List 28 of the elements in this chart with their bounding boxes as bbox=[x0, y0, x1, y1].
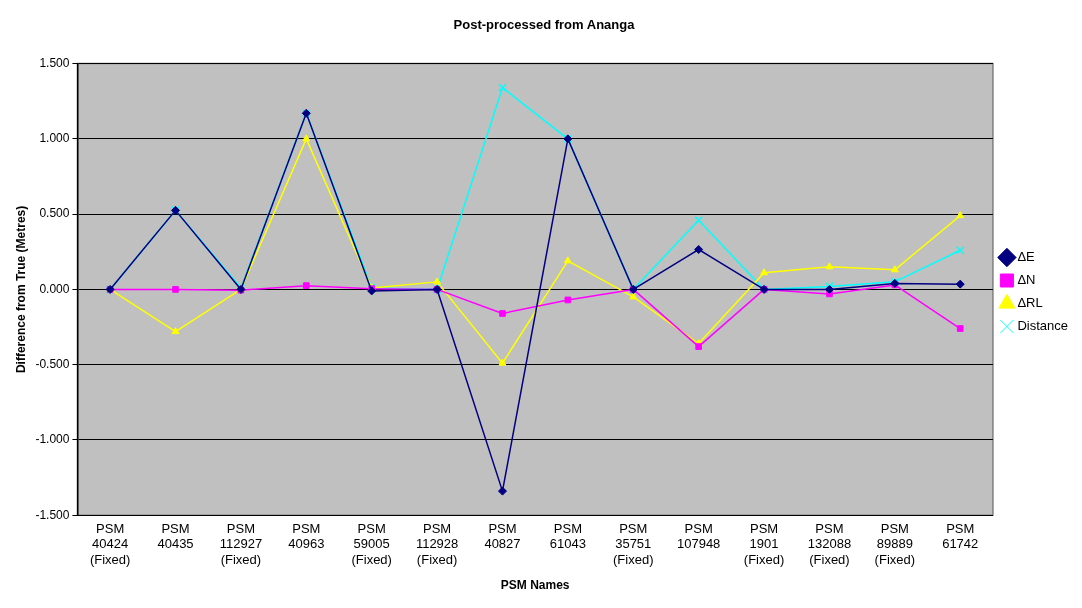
x-tick-label: PSM 35751 (Fixed) bbox=[613, 520, 654, 567]
x-tick-label: PSM 61742 bbox=[942, 520, 979, 552]
y-tick-label: -1.000 bbox=[35, 432, 70, 447]
x-tick-label: PSM 40827 bbox=[484, 520, 521, 552]
y-axis-title: Difference from True (Metres) bbox=[13, 205, 28, 374]
legend-label: ΔRL bbox=[1017, 295, 1043, 311]
x-tick-label: PSM 40963 bbox=[288, 520, 325, 552]
y-tick-label: 0.500 bbox=[39, 206, 70, 221]
chart-title: Post-processed from Ananga bbox=[453, 17, 636, 33]
x-axis-title: PSM Names bbox=[500, 578, 570, 593]
y-tick-label: 1.000 bbox=[39, 131, 70, 146]
legend-label: ΔE bbox=[1017, 249, 1036, 265]
y-tick-label: 1.500 bbox=[39, 55, 70, 70]
x-tick-label: PSM 40435 bbox=[157, 520, 194, 552]
legend-label: ΔN bbox=[1017, 272, 1036, 288]
x-tick-label: PSM 61043 bbox=[549, 520, 586, 552]
x-tick-label: PSM 59005 (Fixed) bbox=[351, 520, 392, 567]
y-tick-label: -1.500 bbox=[35, 507, 70, 522]
y-tick-label: 0.000 bbox=[39, 281, 70, 296]
x-tick-label: PSM 107948 bbox=[676, 520, 721, 552]
x-tick-label: PSM 112927 (Fixed) bbox=[219, 520, 263, 567]
x-tick-label: PSM 1901 (Fixed) bbox=[743, 520, 785, 567]
x-tick-label: PSM 40424 (Fixed) bbox=[89, 520, 131, 567]
legend-label: Distance bbox=[1017, 318, 1068, 334]
x-tick-label: PSM 89889 (Fixed) bbox=[874, 520, 916, 567]
x-tick-label: PSM 112928 (Fixed) bbox=[415, 520, 459, 567]
x-tick-label: PSM 132088 (Fixed) bbox=[807, 520, 852, 567]
y-tick-label: -0.500 bbox=[35, 356, 70, 371]
